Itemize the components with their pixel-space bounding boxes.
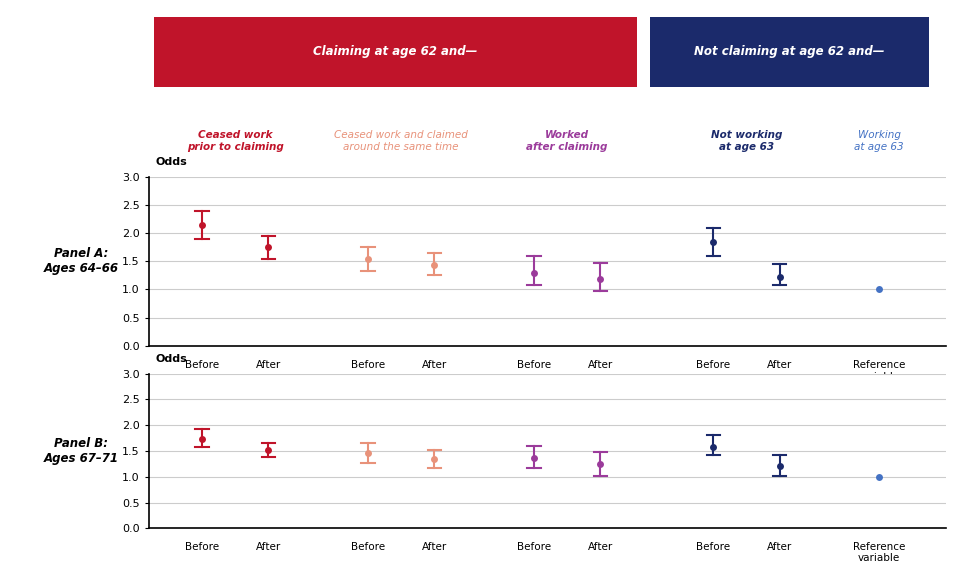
Text: Reference
variable: Reference variable: [853, 360, 905, 382]
Bar: [155, 17, 636, 87]
Text: Before: Before: [516, 542, 551, 552]
Text: After: After: [588, 360, 612, 370]
Text: Worked
after claiming: Worked after claiming: [526, 130, 608, 152]
Text: Before: Before: [696, 542, 731, 552]
Text: After: After: [767, 360, 792, 370]
Text: Panel B:
Ages 67–71: Panel B: Ages 67–71: [43, 437, 119, 465]
Text: Claiming at age 62 and—: Claiming at age 62 and—: [313, 44, 478, 57]
Text: Odds: Odds: [156, 355, 187, 365]
Text: After: After: [255, 542, 281, 552]
Text: Panel A:
Ages 64–66: Panel A: Ages 64–66: [43, 247, 119, 275]
Text: Odds: Odds: [156, 157, 187, 167]
Text: Working
at age 63: Working at age 63: [854, 130, 904, 152]
Text: After: After: [421, 360, 447, 370]
Text: Before: Before: [696, 360, 731, 370]
Text: Ceased work
prior to claiming: Ceased work prior to claiming: [187, 130, 283, 152]
Text: Reference
variable: Reference variable: [853, 542, 905, 562]
Text: Not working
at age 63: Not working at age 63: [710, 130, 782, 152]
Bar: [650, 17, 929, 87]
Text: After: After: [255, 360, 281, 370]
Text: Before: Before: [185, 360, 219, 370]
Text: Before: Before: [350, 360, 385, 370]
Text: Not claiming at age 62 and—: Not claiming at age 62 and—: [694, 44, 885, 57]
Text: Before: Before: [185, 542, 219, 552]
Text: After: After: [421, 542, 447, 552]
Text: After: After: [767, 542, 792, 552]
Text: Before: Before: [516, 360, 551, 370]
Text: After: After: [588, 542, 612, 552]
Text: Before: Before: [350, 542, 385, 552]
Text: Ceased work and claimed
around the same time: Ceased work and claimed around the same …: [334, 130, 468, 152]
